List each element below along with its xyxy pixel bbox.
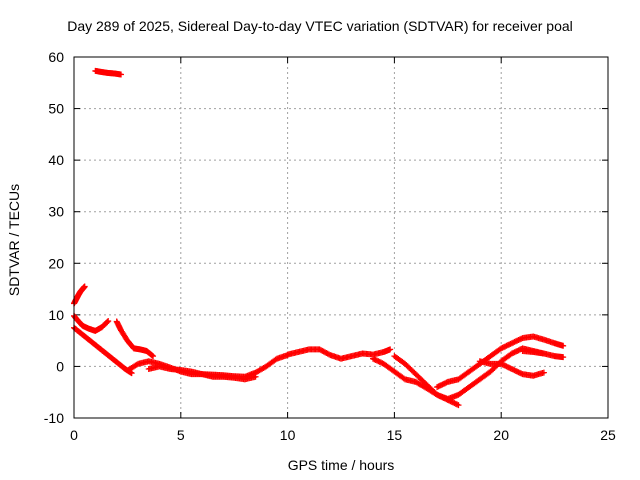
series-track-g [145,363,259,383]
y-tick-label: -10 [44,410,64,426]
series-track-h [284,346,394,362]
data-point [325,351,332,358]
data-point [252,373,259,380]
y-tick-label: 20 [48,255,64,271]
series-track-m [519,347,567,361]
series-track-c [71,312,112,334]
data-point [560,354,567,361]
series-track-l [476,358,547,379]
x-tick-label: 20 [493,427,509,443]
x-tick-label: 15 [387,427,403,443]
data-point [540,369,547,376]
data-point [150,353,157,360]
data-point [105,318,112,325]
series-track-k [434,333,567,391]
data-point [81,283,88,290]
y-tick-label: 10 [48,307,64,323]
axis-ticks: 0 5 10 15 20 25 -10 0 10 20 30 40 50 60 [44,49,616,443]
data-series [71,67,567,409]
x-tick-label: 25 [600,427,616,443]
series-track-b [92,67,124,78]
series-track-d [71,324,135,377]
x-tick-label: 10 [280,427,296,443]
data-point [400,375,407,382]
y-tick-label: 0 [56,358,64,374]
y-tick-label: 30 [48,204,64,220]
chart-title: Day 289 of 2025, Sidereal Day-to-day VTE… [67,18,573,34]
data-point [117,71,124,78]
data-point [455,402,462,409]
y-tick-label: 40 [48,152,64,168]
x-tick-label: 5 [177,427,185,443]
plot-frame [73,56,609,419]
y-tick-label: 50 [48,101,64,117]
series-track-e [113,318,157,360]
y-tick-label: 60 [48,49,64,65]
data-point [387,346,394,353]
x-tick-label: 0 [70,427,78,443]
data-point [560,342,567,349]
y-axis-label: SDTVAR / TECUs [6,183,22,297]
data-point [104,318,111,325]
data-point [128,370,135,377]
data-point [133,361,140,368]
x-axis-label: GPS time / hours [287,457,395,473]
